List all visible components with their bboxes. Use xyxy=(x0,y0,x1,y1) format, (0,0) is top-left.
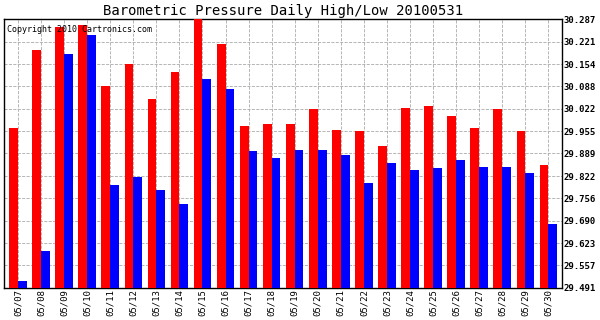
Bar xyxy=(248,151,257,288)
Bar xyxy=(133,177,142,288)
Bar xyxy=(41,251,50,288)
Bar xyxy=(32,50,41,288)
Bar xyxy=(309,109,318,288)
Bar xyxy=(263,124,272,288)
Bar xyxy=(194,18,202,288)
Bar xyxy=(493,109,502,288)
Bar xyxy=(378,146,387,288)
Bar xyxy=(448,116,456,288)
Bar xyxy=(110,185,119,288)
Bar xyxy=(295,150,304,288)
Bar xyxy=(286,124,295,288)
Bar xyxy=(410,170,419,288)
Bar xyxy=(539,165,548,288)
Bar xyxy=(170,72,179,288)
Bar xyxy=(202,79,211,288)
Bar xyxy=(87,35,96,288)
Bar xyxy=(157,190,165,288)
Bar xyxy=(64,54,73,288)
Text: Copyright 2010 Cartronics.com: Copyright 2010 Cartronics.com xyxy=(7,25,152,34)
Bar xyxy=(355,131,364,288)
Bar xyxy=(470,128,479,288)
Bar xyxy=(18,281,27,288)
Bar xyxy=(456,160,465,288)
Bar xyxy=(240,126,248,288)
Bar xyxy=(226,89,234,288)
Bar xyxy=(148,99,157,288)
Bar xyxy=(332,130,341,288)
Bar xyxy=(101,86,110,288)
Bar xyxy=(272,158,280,288)
Bar xyxy=(502,167,511,288)
Bar xyxy=(125,64,133,288)
Bar xyxy=(79,25,87,288)
Bar xyxy=(401,108,410,288)
Bar xyxy=(55,27,64,288)
Bar xyxy=(548,224,557,288)
Bar xyxy=(526,173,534,288)
Bar xyxy=(364,183,373,288)
Bar xyxy=(479,167,488,288)
Bar xyxy=(433,168,442,288)
Bar xyxy=(341,155,350,288)
Bar xyxy=(318,150,326,288)
Bar xyxy=(9,128,18,288)
Bar xyxy=(517,131,526,288)
Bar xyxy=(179,204,188,288)
Title: Barometric Pressure Daily High/Low 20100531: Barometric Pressure Daily High/Low 20100… xyxy=(103,4,463,18)
Bar xyxy=(387,163,396,288)
Bar xyxy=(217,44,226,288)
Bar xyxy=(424,106,433,288)
